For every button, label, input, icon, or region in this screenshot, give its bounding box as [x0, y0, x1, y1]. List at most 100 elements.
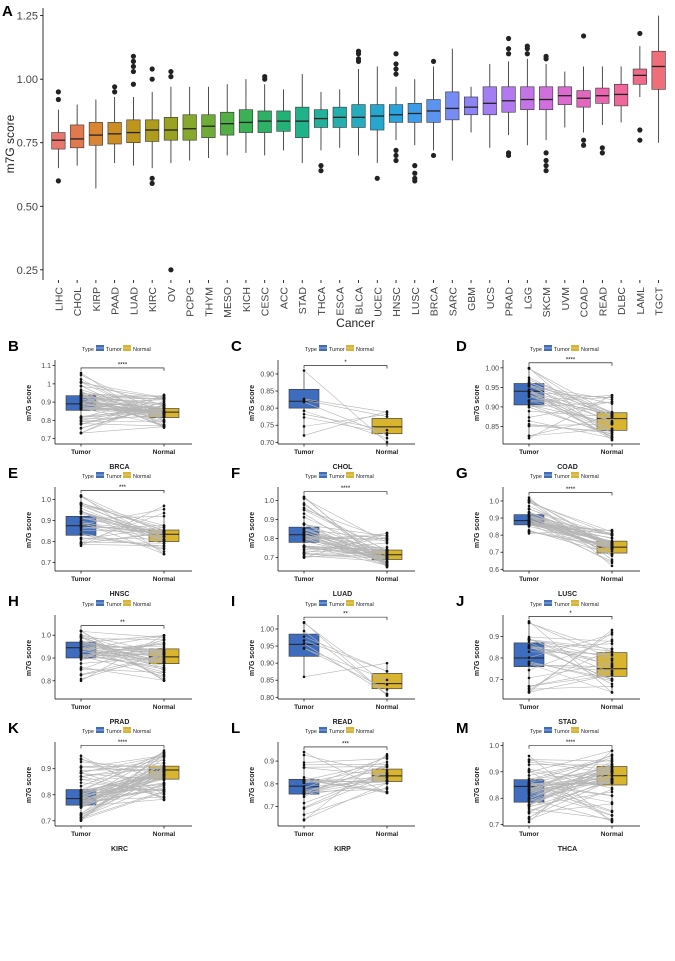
normal-point: [162, 659, 166, 662]
significance-label: ****: [118, 362, 128, 368]
xtick-label: Tumor: [519, 449, 539, 456]
panel-a-box-thca: THCA: [313, 91, 329, 316]
panel-a-xlabel: Cancer: [336, 316, 375, 330]
panel-a-xtick-label: KIRP: [91, 287, 103, 312]
significance-label: ****: [566, 487, 576, 493]
y-axis-label: m7G score: [474, 385, 481, 421]
outlier-point: [262, 76, 268, 82]
outlier-point: [393, 66, 399, 72]
panel-a-xtick-label: GBM: [466, 287, 478, 311]
pair-line: [528, 779, 613, 796]
panel-m: M Type Tumor Normal 0.7 0.8 0.9 1.0 m7G score Tum…: [456, 720, 640, 853]
outlier-point: [55, 89, 61, 95]
panel-a-box-coad: COAD: [576, 33, 591, 317]
ytick-label: 1.00: [260, 626, 274, 633]
normal-point: [385, 440, 389, 444]
panel-letter: J: [456, 593, 464, 610]
pair-line: [528, 803, 613, 814]
normal-point: [610, 779, 614, 783]
normal-point: [610, 819, 614, 823]
legend-normal-label: Normal: [133, 474, 151, 480]
pair-line: [528, 522, 613, 550]
normal-point: [610, 682, 614, 686]
pair-line: [528, 368, 613, 423]
pair-line: [80, 771, 165, 805]
legend-title: Type: [530, 602, 542, 608]
pair-line: [303, 772, 388, 795]
significance-bracket: [303, 365, 388, 369]
tumor-point: [302, 544, 306, 548]
tumor-point: [79, 777, 83, 781]
tumor-point: [302, 523, 306, 526]
legend-title: Type: [530, 474, 542, 480]
xtick-label: Tumor: [71, 576, 91, 583]
tumor-point: [79, 401, 83, 404]
pair-line: [303, 788, 388, 793]
tumor-point: [302, 409, 306, 413]
pair-line: [528, 771, 613, 806]
y-axis-label: m7G score: [474, 640, 481, 676]
ytick-label: 1.0: [489, 743, 499, 750]
normal-point: [385, 790, 389, 794]
tumor-point: [79, 416, 83, 419]
panel-a-box-sarc: SARC: [445, 48, 460, 316]
significance-label: *: [344, 360, 347, 366]
outlier-point: [149, 180, 155, 187]
significance-bracket: [528, 492, 613, 496]
pair-line: [80, 769, 165, 793]
legend-tumor-label: Tumor: [554, 602, 570, 608]
normal-point: [162, 661, 166, 664]
tumor-point: [302, 795, 306, 799]
pair-line: [528, 394, 613, 433]
tumor-point: [302, 398, 306, 402]
tumor-point: [527, 803, 531, 807]
tumor-point: [302, 779, 306, 783]
tumor-point: [302, 818, 306, 821]
pair-line: [80, 754, 165, 815]
tumor-point: [79, 656, 83, 659]
significance-bracket: [528, 745, 613, 749]
pair-line: [528, 750, 613, 773]
xtick-label: Tumor: [294, 704, 314, 711]
tumor-point: [527, 787, 531, 791]
pair-line: [303, 761, 388, 781]
pair-line: [80, 503, 165, 526]
panel-a-box-pcpg: PCPG: [182, 86, 197, 317]
significance-label: ***: [119, 485, 127, 491]
tumor-point: [527, 660, 531, 664]
box: [88, 122, 103, 146]
panel-a-xtick-label: HNSC: [391, 287, 403, 317]
pair-line: [528, 404, 613, 437]
legend-title: Type: [305, 347, 317, 353]
pair-line: [80, 393, 165, 398]
normal-point: [162, 540, 166, 544]
panel-a-xtick-label: KICH: [241, 287, 253, 312]
ytick-label: 0.9: [264, 517, 274, 524]
pair-line: [303, 509, 388, 540]
legend-title: Type: [82, 474, 94, 480]
outlier-point: [543, 56, 549, 62]
panel-g: G Type Tumor Normal 0.6 0.7 0.8 0.9 1.0 m7G score…: [456, 465, 640, 598]
tumor-point: [527, 500, 531, 504]
legend-tumor-label: Tumor: [106, 729, 122, 735]
tumor-point: [527, 393, 531, 397]
tumor-point: [302, 801, 306, 805]
tumor-point: [527, 403, 531, 406]
pair-line: [528, 757, 613, 782]
tumor-point: [302, 508, 306, 511]
box: [482, 86, 497, 116]
panel-letter: B: [8, 338, 19, 355]
box: [501, 86, 516, 113]
pair-line: [528, 775, 613, 795]
normal-point: [610, 754, 614, 758]
normal-point: [610, 762, 614, 765]
panel-a-ytick-label: 1.25: [17, 11, 38, 23]
pair-line: [528, 645, 613, 666]
normal-point: [162, 762, 166, 765]
ytick-label: 1.00: [485, 365, 499, 372]
pair-line: [528, 382, 613, 414]
tumor-point: [527, 754, 531, 758]
pair-line: [303, 410, 388, 439]
pair-line: [80, 792, 165, 820]
normal-point: [385, 413, 389, 416]
